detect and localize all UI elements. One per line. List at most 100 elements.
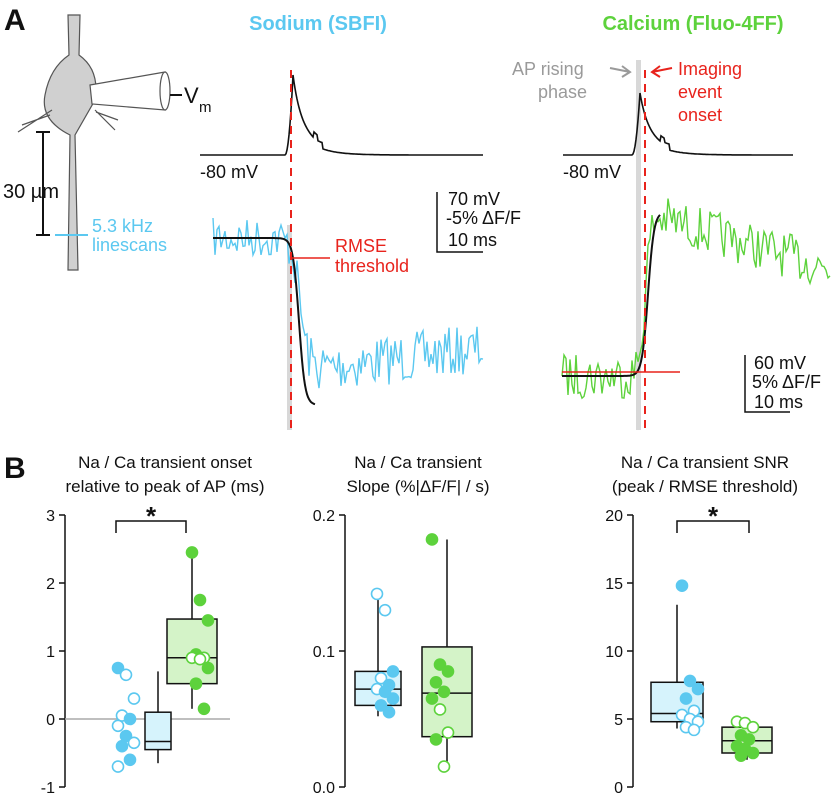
scale-label: 30 µm xyxy=(3,181,59,203)
scale-label: 70 mV xyxy=(448,189,500,209)
box-plots: Na / Ca transient onset relative to peak … xyxy=(41,453,798,797)
y-tick-label: 0.0 xyxy=(313,780,335,797)
data-point xyxy=(691,682,705,696)
vrest-label: -80 mV xyxy=(200,162,258,182)
rmse-label: threshold xyxy=(335,256,409,276)
data-point xyxy=(378,685,392,699)
data-point xyxy=(675,579,689,593)
data-point xyxy=(201,614,215,627)
y-tick-label: 15 xyxy=(605,576,623,593)
vrest-label: -80 mV xyxy=(563,162,621,182)
chart-title: relative to peak of AP (ms) xyxy=(65,477,264,496)
vm-sub: m xyxy=(199,99,212,116)
data-point xyxy=(193,593,207,607)
significance-bracket xyxy=(115,520,187,533)
data-point xyxy=(374,671,388,685)
panel-label: B xyxy=(4,452,26,485)
significance: * xyxy=(146,501,157,531)
data-point xyxy=(370,587,384,601)
data-point xyxy=(437,685,451,699)
y-tick-label: -1 xyxy=(41,780,55,797)
y-tick-label: 1 xyxy=(46,644,55,661)
data-point xyxy=(197,702,211,716)
data-point xyxy=(433,703,447,716)
arrow xyxy=(650,65,673,78)
data-point xyxy=(441,726,455,739)
voltage-trace xyxy=(563,92,793,156)
panel-title: Sodium (SBFI) xyxy=(249,13,387,35)
y-tick-label: 2 xyxy=(46,576,55,593)
data-point xyxy=(382,705,396,719)
scale-bar xyxy=(436,192,790,413)
scale-label: 60 mV xyxy=(754,353,806,373)
voltage-trace xyxy=(200,74,483,156)
scale-label: 10 ms xyxy=(754,392,803,412)
vm-label: V xyxy=(184,83,199,108)
ca-trace xyxy=(561,198,831,400)
y-tick-label: 0.2 xyxy=(313,508,335,525)
data-point xyxy=(679,692,693,705)
chart-title: Slope (%|ΔF/F| / s) xyxy=(347,477,490,496)
data-point xyxy=(746,720,760,734)
y-tick-label: 0.1 xyxy=(313,644,335,661)
data-point xyxy=(127,736,141,750)
data-point xyxy=(425,533,439,546)
ap-phase xyxy=(636,60,641,430)
data-point xyxy=(378,603,392,617)
imaging-label: Imaging xyxy=(678,59,742,79)
data-point xyxy=(441,665,455,678)
data-point xyxy=(687,723,701,737)
chart-title: Na / Ca transient xyxy=(354,453,482,472)
ap-label: phase xyxy=(538,82,587,102)
scale-label: -5% ΔF/F xyxy=(446,208,521,228)
scale-bar xyxy=(36,131,50,236)
linescan-label: linescans xyxy=(92,235,167,255)
scale-label: 10 ms xyxy=(448,230,497,250)
imaging-label: event xyxy=(678,82,722,102)
chart-title: (peak / RMSE threshold) xyxy=(612,477,798,496)
data-point xyxy=(189,677,203,690)
data-point xyxy=(386,665,400,678)
y-tick-label: 0 xyxy=(614,780,623,797)
fit xyxy=(562,214,661,377)
data-point xyxy=(115,739,129,753)
data-point xyxy=(386,692,400,705)
traces xyxy=(200,60,831,430)
y-tick-label: 20 xyxy=(605,508,623,525)
data-point xyxy=(429,733,443,746)
scale-label: 5% ΔF/F xyxy=(752,372,821,392)
data-point xyxy=(127,692,141,705)
y-tick-label: 10 xyxy=(605,644,623,661)
ap-label: AP rising xyxy=(512,59,584,79)
data-point xyxy=(111,760,125,773)
na-trace xyxy=(212,217,484,389)
significance: * xyxy=(708,501,719,531)
panel-label: A xyxy=(4,4,26,37)
chart-title: Na / Ca transient SNR xyxy=(621,453,789,472)
data-point xyxy=(119,668,133,682)
significance-bracket xyxy=(676,520,750,533)
data-point xyxy=(437,760,451,773)
data-point xyxy=(746,746,760,760)
data-point xyxy=(111,719,125,733)
data-point xyxy=(433,658,447,671)
ap-phase xyxy=(287,225,292,430)
data-point xyxy=(185,546,199,559)
data-point xyxy=(123,753,137,767)
y-tick-label: 5 xyxy=(614,712,623,729)
neuron xyxy=(17,14,182,271)
rmse-label: RMSE xyxy=(335,236,387,256)
linescan-label: 5.3 kHz xyxy=(92,216,153,236)
data-point xyxy=(425,692,439,705)
chart-title: Na / Ca transient onset xyxy=(78,453,252,472)
arrow xyxy=(609,65,632,78)
data-point xyxy=(201,661,215,675)
fit xyxy=(213,237,316,406)
data-point xyxy=(193,652,207,666)
box xyxy=(144,711,172,751)
y-tick-label: 0 xyxy=(46,712,55,729)
imaging-label: onset xyxy=(678,105,722,125)
data-point xyxy=(734,749,748,763)
data-point xyxy=(429,675,443,689)
